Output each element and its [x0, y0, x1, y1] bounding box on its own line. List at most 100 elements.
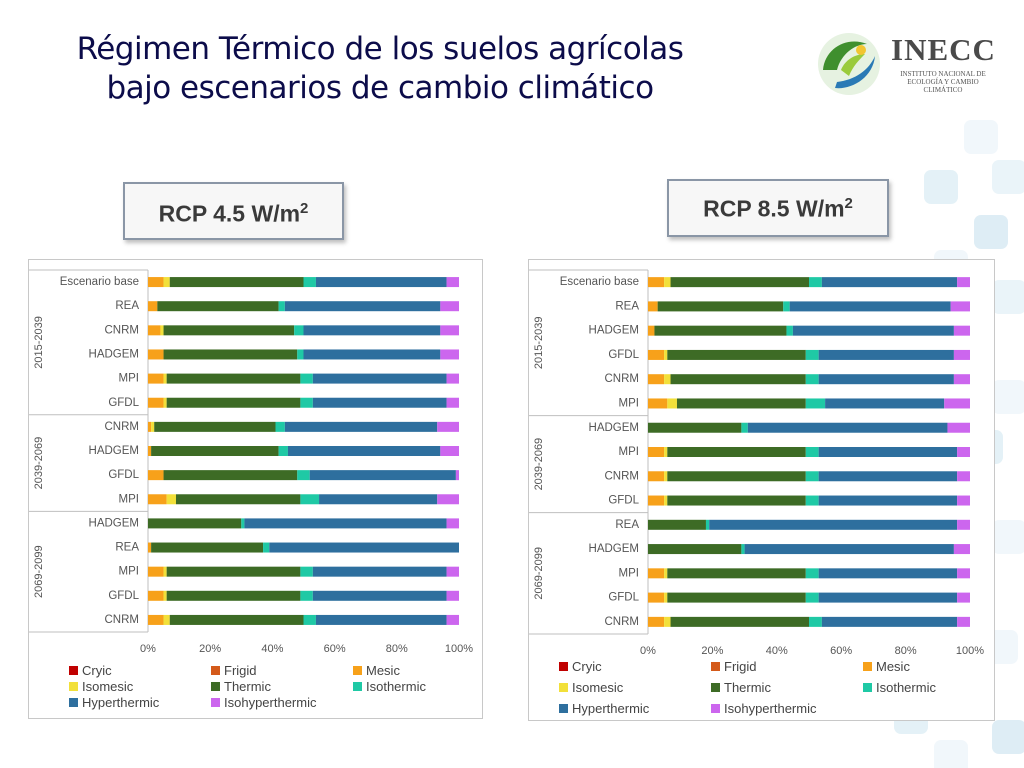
bar-segment: [440, 301, 459, 312]
legend-label: Isothermic: [366, 679, 426, 694]
bar-segment: [163, 566, 167, 577]
row-label: CNRM: [105, 421, 140, 433]
bar-segment: [747, 422, 948, 433]
bar-segment: [805, 374, 819, 385]
bar-segment: [163, 325, 295, 336]
legend-swatch: [559, 683, 568, 692]
bar-segment: [670, 616, 809, 627]
legend-swatch: [711, 662, 720, 671]
bar-segment: [303, 325, 441, 336]
row-label: GFDL: [108, 590, 139, 602]
bar-segment: [667, 471, 806, 482]
legend-swatch: [211, 666, 220, 675]
bar-segment: [151, 542, 264, 553]
bar-segment: [169, 614, 304, 625]
bar-segment: [957, 495, 970, 506]
decor-square: [964, 120, 998, 154]
bar-segment: [148, 446, 152, 456]
row-label: HADGEM: [89, 517, 139, 529]
bar-segment: [446, 566, 459, 577]
bar-segment: [154, 421, 276, 432]
bar-segment: [440, 325, 459, 336]
bar-segment: [148, 301, 158, 312]
bar-segment: [312, 590, 447, 601]
bar-segment: [160, 325, 164, 336]
bar-segment: [953, 349, 970, 360]
bar-segment: [455, 470, 459, 481]
title-line-1: Régimen Térmico de los suelos agrícolas: [76, 31, 684, 67]
bar-segment: [300, 566, 313, 577]
bar-segment: [163, 614, 170, 625]
row-label: HADGEM: [89, 348, 139, 360]
bar-segment: [648, 374, 665, 385]
row-label: GFDL: [608, 592, 639, 604]
bar-segment: [440, 446, 459, 456]
bar-segment: [957, 616, 970, 627]
bar-segment: [957, 519, 970, 530]
decor-square: [992, 520, 1024, 554]
bar-segment: [953, 374, 970, 385]
leaf-emblem-icon: [818, 33, 880, 95]
bar-segment: [944, 398, 970, 409]
bar-segment: [805, 471, 819, 482]
row-label: Escenario base: [560, 276, 639, 288]
bar-segment: [437, 421, 459, 432]
bar-segment: [664, 374, 671, 385]
bar-segment: [312, 373, 447, 384]
legend-label: Isohyperthermic: [224, 695, 317, 710]
period-label: 2039-2069: [33, 437, 45, 490]
bar-segment: [667, 447, 806, 457]
logo-subtitle: INSTITUTO NACIONAL DE ECOLOGÍA Y CAMBIO …: [900, 70, 986, 94]
bar-segment: [667, 398, 677, 409]
legend-label: Thermic: [224, 679, 271, 694]
bar-segment: [166, 494, 176, 505]
rcp85-header-sup: 2: [844, 195, 853, 212]
row-label: HADGEM: [589, 325, 639, 337]
legend-label: Thermic: [724, 680, 771, 695]
legend-label: Mesic: [366, 663, 400, 678]
row-label: HADGEM: [589, 422, 639, 434]
period-label: 2015-2039: [533, 316, 545, 369]
bar-segment: [953, 544, 970, 555]
bar-segment: [166, 397, 301, 408]
legend-swatch: [559, 704, 568, 713]
bar-segment: [294, 325, 304, 336]
bar-segment: [664, 277, 671, 288]
bar-segment: [263, 542, 270, 553]
bar-segment: [300, 494, 320, 505]
bar-segment: [664, 616, 671, 627]
bar-segment: [300, 397, 313, 408]
bar-segment: [805, 398, 826, 409]
bar-segment: [175, 494, 301, 505]
x-tick-label: 20%: [199, 643, 221, 655]
rcp85-header: RCP 8.5 W/m2: [667, 179, 889, 237]
bar-segment: [166, 590, 301, 601]
bar-segment: [657, 301, 784, 312]
legend-label: Isohyperthermic: [724, 701, 817, 716]
legend-swatch: [863, 683, 872, 692]
bar-segment: [163, 590, 167, 601]
bar-segment: [818, 447, 958, 457]
bar-segment: [818, 349, 954, 360]
bar-segment: [148, 542, 152, 553]
bar-segment: [664, 568, 668, 579]
bar-segment: [670, 374, 806, 385]
bar-segment: [446, 518, 459, 529]
bar-segment: [287, 446, 441, 456]
bar-segment: [809, 277, 822, 288]
bar-segment: [148, 397, 164, 408]
bar-segment: [648, 301, 658, 312]
bar-segment: [148, 590, 164, 601]
bar-segment: [950, 301, 970, 312]
legend-label: Isomesic: [572, 680, 624, 695]
logo-wordmark: INECC: [891, 32, 996, 67]
legend-label: Cryic: [572, 659, 602, 674]
bar-segment: [312, 566, 447, 577]
bar-segment: [157, 301, 279, 312]
row-label: CNRM: [605, 373, 640, 385]
row-label: GFDL: [108, 469, 139, 481]
bar-segment: [818, 471, 958, 482]
x-tick-label: 60%: [830, 645, 852, 657]
bar-segment: [148, 349, 164, 360]
x-tick-label: 80%: [895, 645, 917, 657]
